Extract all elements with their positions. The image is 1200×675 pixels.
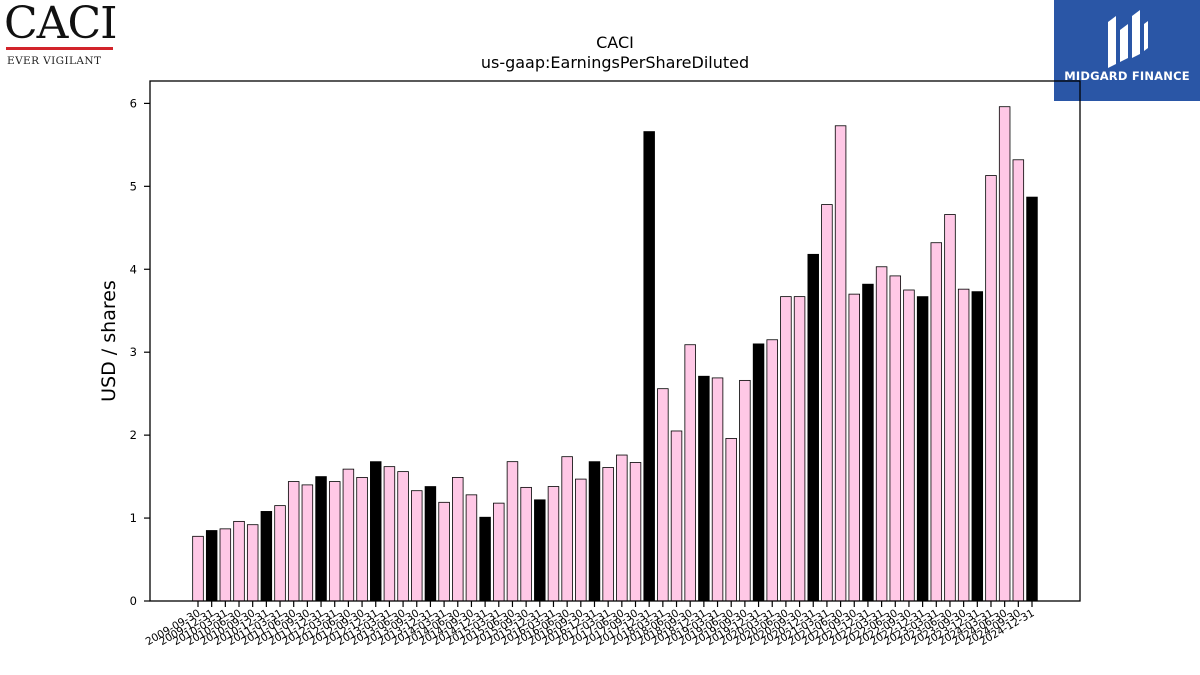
y-axis-label: USD / shares xyxy=(98,280,120,402)
bar-2010-03-31 xyxy=(219,528,232,602)
bar-2019-12-31 xyxy=(752,343,765,602)
bar-2020-12-31 xyxy=(807,253,819,602)
bar-2018-06-30 xyxy=(670,430,683,602)
bar-2012-03-31 xyxy=(328,481,341,602)
caci-logo-underline xyxy=(6,47,113,50)
bar-2011-09-30 xyxy=(301,484,314,602)
bar-2016-09-30 xyxy=(575,478,587,602)
bar-2022-09-30 xyxy=(903,289,915,602)
bar-2013-03-31 xyxy=(383,466,396,602)
midgard-brand-name: MIDGARD FINANCE xyxy=(1064,69,1190,83)
bar-2012-06-30 xyxy=(342,468,355,602)
x-axis-ticks: 2009-09-302009-12-312010-03-312010-06-30… xyxy=(144,601,1037,648)
bar-2021-09-30 xyxy=(848,293,860,602)
bar-series xyxy=(192,106,1038,602)
bar-2013-12-31 xyxy=(424,486,437,602)
bar-2017-09-30 xyxy=(629,462,642,602)
bar-2016-12-31 xyxy=(588,461,601,602)
bar-2017-06-30 xyxy=(616,454,628,602)
bar-2009-09-30 xyxy=(192,535,204,602)
bar-2016-06-30 xyxy=(561,456,573,602)
bar-2023-12-31 xyxy=(971,291,984,602)
midgard-finance-logo: MIDGARD FINANCE xyxy=(1054,0,1200,101)
bar-2014-03-31 xyxy=(438,501,450,602)
bar-2015-09-30 xyxy=(520,486,532,602)
bar-2010-06-30 xyxy=(233,520,245,602)
chart-subtitle: us-gaap:EarningsPerShareDiluted xyxy=(481,53,749,72)
bar-2011-12-31 xyxy=(315,476,327,602)
bar-2022-06-30 xyxy=(889,275,902,602)
bar-2018-03-31 xyxy=(657,388,669,602)
y-tick-label: 5 xyxy=(130,179,137,193)
y-axis-ticks: 0 1 2 3 4 5 6 xyxy=(130,96,150,608)
chart-title: CACI xyxy=(596,33,634,52)
bar-2015-12-31 xyxy=(534,499,546,602)
caci-logo: CACI EVER VIGILANT xyxy=(4,0,118,68)
bar-2017-12-31 xyxy=(643,131,655,602)
bar-2021-06-30 xyxy=(834,125,847,602)
bar-2015-03-31 xyxy=(493,502,505,602)
y-tick-label: 0 xyxy=(130,594,137,608)
bar-2013-09-30 xyxy=(411,490,423,602)
y-tick-label: 3 xyxy=(130,345,137,359)
bar-2010-09-30 xyxy=(246,524,259,602)
y-tick-label: 6 xyxy=(130,96,137,110)
y-tick-label: 2 xyxy=(130,428,137,442)
bar-2014-09-30 xyxy=(465,494,478,602)
bar-2020-09-30 xyxy=(793,296,806,602)
bar-2012-09-30 xyxy=(356,477,368,602)
bar-2014-06-30 xyxy=(452,477,464,602)
bar-2023-06-30 xyxy=(944,214,956,602)
bar-2024-06-30 xyxy=(998,106,1011,602)
bar-2011-06-30 xyxy=(287,481,300,602)
bar-2019-03-31 xyxy=(711,377,724,602)
plot-frame xyxy=(149,80,1081,602)
bar-2018-12-31 xyxy=(698,375,710,602)
y-tick-label: 1 xyxy=(130,511,137,525)
bar-2011-03-31 xyxy=(274,505,286,602)
bar-2018-09-30 xyxy=(684,344,696,602)
bar-2023-03-31 xyxy=(930,242,943,602)
bar-2022-03-31 xyxy=(875,266,888,602)
bar-2021-03-31 xyxy=(821,204,833,602)
bar-2017-03-31 xyxy=(602,467,614,602)
bar-2024-03-31 xyxy=(985,175,997,602)
bar-2019-06-30 xyxy=(725,438,737,602)
bar-2009-12-31 xyxy=(205,530,218,602)
bar-2014-12-31 xyxy=(479,516,491,602)
bar-2015-06-30 xyxy=(506,461,519,602)
bar-2020-03-31 xyxy=(766,339,778,602)
bar-2019-09-30 xyxy=(739,379,751,602)
bar-2010-12-31 xyxy=(260,511,273,602)
bar-2013-06-30 xyxy=(397,471,409,602)
bar-2022-12-31 xyxy=(916,296,929,602)
bar-2023-09-30 xyxy=(957,288,970,602)
midgard-mark-icon xyxy=(1108,10,1148,68)
bar-2021-12-31 xyxy=(862,283,874,602)
bar-2016-03-31 xyxy=(547,486,560,602)
bar-2020-06-30 xyxy=(780,296,792,602)
bar-2024-09-30 xyxy=(1012,159,1025,602)
bar-2012-12-31 xyxy=(370,461,382,602)
caci-tagline: EVER VIGILANT xyxy=(7,55,102,67)
caci-wordmark: CACI xyxy=(4,0,118,49)
y-tick-label: 4 xyxy=(130,262,137,276)
bar-2024-12-31 xyxy=(1026,196,1038,602)
